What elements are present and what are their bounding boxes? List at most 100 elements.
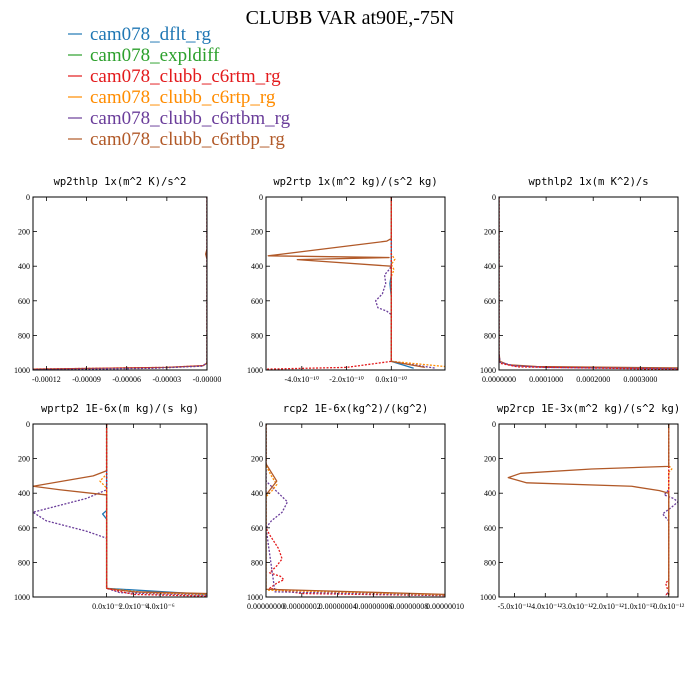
series-line	[33, 197, 207, 370]
y-tick-label: 0	[259, 420, 263, 429]
panel-title: rcp2 1E-6x(kg^2)/(kg^2)	[283, 403, 428, 415]
y-tick-label: 400	[484, 262, 496, 271]
y-tick-label: 600	[484, 297, 496, 306]
series-line	[33, 424, 207, 595]
y-tick-label: 400	[18, 262, 30, 271]
series-line	[499, 197, 678, 370]
x-tick-label: 2.0x10⁻⁶	[119, 602, 148, 611]
panel-title: wpthlp2 1x(m K^2)/s	[528, 176, 648, 188]
x-tick-label: -2.0x10⁻¹²	[590, 602, 624, 611]
y-tick-label: 400	[251, 262, 263, 271]
panel-title: wp2thlp 1x(m^2 K)/s^2	[54, 176, 187, 188]
y-tick-label: 200	[484, 455, 496, 464]
panel-title: wp2rtp 1x(m^2 kg)/(s^2 kg)	[273, 176, 437, 188]
panel-title: wp2rcp 1E-3x(m^2 kg)/(s^2 kg)	[497, 403, 680, 415]
series-line	[266, 424, 445, 596]
y-tick-label: 0	[26, 420, 30, 429]
x-tick-label: -2.0x10⁻¹⁰	[329, 375, 364, 384]
y-tick-label: 800	[18, 331, 30, 340]
y-tick-label: 400	[484, 489, 496, 498]
legend-entry: cam078_clubb_c6rtp_rg	[90, 87, 276, 108]
x-tick-label: 0.00000000	[247, 602, 285, 611]
y-tick-label: 400	[251, 489, 263, 498]
series-line	[267, 197, 425, 369]
x-tick-label: 0.0x10⁻⁶	[92, 602, 121, 611]
x-tick-label: -0.00003	[153, 375, 182, 384]
y-tick-label: 200	[18, 455, 30, 464]
x-tick-label: 0.00000006	[354, 602, 392, 611]
series-line	[33, 197, 207, 370]
figure-title: CLUBB VAR at90E,-75N	[246, 7, 455, 29]
y-tick-label: 400	[18, 489, 30, 498]
y-tick-label: 600	[18, 524, 30, 533]
series-line	[390, 197, 445, 368]
series-line	[266, 424, 445, 597]
y-tick-label: 800	[251, 331, 263, 340]
y-tick-label: 1000	[14, 593, 30, 602]
x-tick-label: 0.0000000	[482, 375, 516, 384]
x-tick-label: -5.0x10⁻¹²	[498, 602, 532, 611]
series-line	[661, 424, 678, 596]
y-tick-label: 1000	[14, 366, 30, 375]
panel: wprtp2 1E-6x(m kg)/(s kg) 0 200 400 600 800 10…	[14, 403, 208, 611]
plot-frame	[498, 196, 679, 371]
y-tick-label: 0	[259, 193, 263, 202]
y-tick-label: 1000	[480, 593, 496, 602]
series-line	[266, 197, 392, 370]
x-tick-label: -3.0x10⁻¹²	[559, 602, 593, 611]
plot-frame	[498, 423, 679, 598]
x-tick-label: 0.0002000	[576, 375, 610, 384]
y-tick-label: 600	[18, 297, 30, 306]
y-tick-label: 800	[484, 331, 496, 340]
x-tick-label: 0.00000004	[319, 602, 357, 611]
legend-entry: cam078_dflt_rg	[90, 24, 212, 45]
y-tick-label: 1000	[247, 366, 263, 375]
x-tick-label: -0.00009	[72, 375, 101, 384]
y-tick-label: 200	[484, 228, 496, 237]
x-tick-label: 0.0001000	[529, 375, 563, 384]
series-line	[33, 424, 207, 596]
series-line	[499, 197, 678, 369]
y-tick-label: 800	[251, 558, 263, 567]
y-tick-label: 800	[18, 558, 30, 567]
legend: cam078_dflt_rgcam078_expldiffcam078_club…	[68, 24, 291, 150]
legend-entry: cam078_clubb_c6rtbp_rg	[90, 129, 285, 150]
panel-title: wprtp2 1E-6x(m kg)/(s kg)	[41, 403, 199, 415]
y-tick-label: 600	[484, 524, 496, 533]
x-tick-label: 0.0003000	[623, 375, 657, 384]
x-tick-label: -1.0x10⁻¹²	[621, 602, 655, 611]
x-tick-label: -0.00006	[112, 375, 141, 384]
plot-frame	[32, 196, 208, 371]
x-tick-label: 4.0x10⁻⁶	[146, 602, 175, 611]
x-tick-label: 0.0x10⁻¹²	[653, 602, 685, 611]
y-tick-label: 800	[484, 558, 496, 567]
series-line	[105, 424, 207, 597]
series-line	[389, 197, 414, 369]
panel: wp2thlp 1x(m^2 K)/s^2 0 200 400 600 800 1000 -0…	[14, 176, 221, 384]
series-line	[101, 424, 207, 596]
legend-entry: cam078_clubb_c6rtbm_rg	[90, 108, 291, 129]
series-line	[507, 424, 670, 596]
x-tick-label: 0.00000008	[390, 602, 428, 611]
series-line	[374, 197, 437, 369]
series-line	[499, 197, 678, 370]
y-tick-label: 1000	[480, 366, 496, 375]
plot-frame	[32, 423, 208, 598]
y-tick-label: 200	[18, 228, 30, 237]
series-line	[33, 197, 207, 370]
y-tick-label: 600	[251, 524, 263, 533]
plot-frame	[265, 423, 446, 598]
x-tick-label: 0.00000010	[426, 602, 464, 611]
x-tick-label: 0.0x10⁻¹⁰	[375, 375, 407, 384]
x-tick-label: -4.0x10⁻¹⁰	[285, 375, 320, 384]
series-line	[266, 424, 445, 596]
panel: wpthlp2 1x(m K^2)/s020040060080010000.00…	[480, 176, 679, 384]
legend-entry: cam078_clubb_c6rtm_rg	[90, 66, 281, 87]
y-tick-label: 200	[251, 228, 263, 237]
series-line	[99, 424, 207, 596]
y-tick-label: 0	[26, 193, 30, 202]
series-line	[266, 424, 445, 596]
panel: wp2rcp 1E-3x(m^2 kg)/(s^2 kg)0 200 400 600 8…	[480, 403, 685, 611]
plot-frame	[265, 196, 446, 371]
